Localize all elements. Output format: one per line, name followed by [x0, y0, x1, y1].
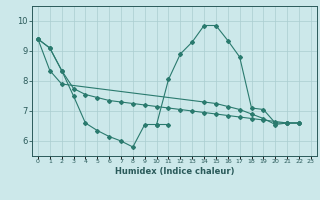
X-axis label: Humidex (Indice chaleur): Humidex (Indice chaleur) [115, 167, 234, 176]
